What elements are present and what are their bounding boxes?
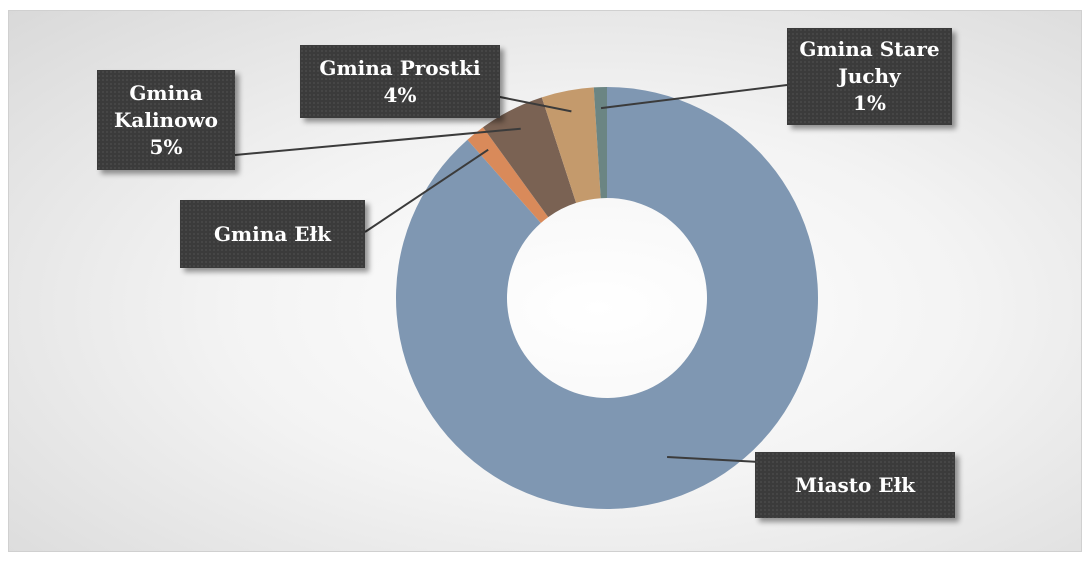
data-label: Miasto Ełk [755,452,955,518]
donut-slice [482,97,577,218]
leader-line [489,94,572,113]
label-value: 4% [383,82,417,107]
label-category: Gmina Ełk [213,221,332,246]
label-category: Miasto Ełk [794,472,916,497]
data-label: Gmina Stare Juchy 1% [787,28,952,125]
leader-line [364,148,489,233]
label-category: Gmina Prostki [319,55,481,80]
label-category: Gmina Kalinowo [114,80,218,132]
leader-line [600,84,788,110]
label-value: 5% [149,134,183,159]
label-category: Gmina Stare Juchy [799,37,940,88]
data-label: Gmina Kalinowo 5% [97,70,235,170]
donut-slice [396,87,819,510]
label-value: 1% [853,91,886,115]
leader-line [667,456,761,463]
donut-slice [593,87,607,199]
data-label: Gmina Prostki 4% [300,45,500,118]
donut-slice [541,87,601,203]
data-label: Gmina Ełk [180,200,365,268]
leader-line [234,127,521,156]
